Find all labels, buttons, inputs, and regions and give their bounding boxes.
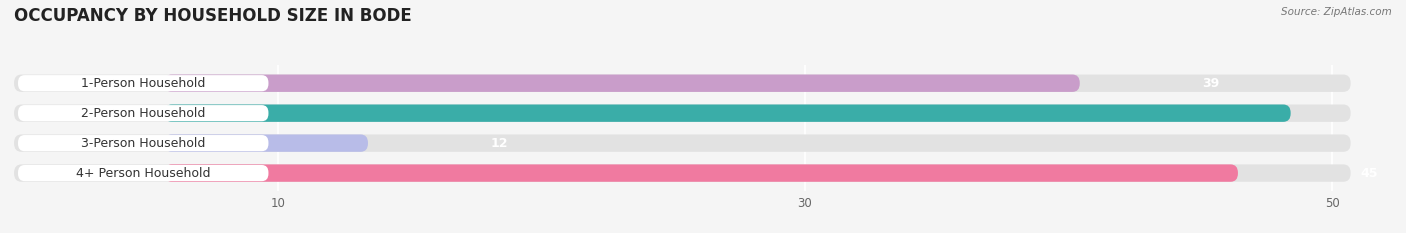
Text: 12: 12 — [491, 137, 508, 150]
FancyBboxPatch shape — [165, 134, 368, 152]
FancyBboxPatch shape — [18, 105, 269, 121]
FancyBboxPatch shape — [18, 135, 269, 151]
Text: 39: 39 — [1202, 77, 1219, 90]
Text: Source: ZipAtlas.com: Source: ZipAtlas.com — [1281, 7, 1392, 17]
Text: 4+ Person Household: 4+ Person Household — [76, 167, 211, 180]
FancyBboxPatch shape — [18, 75, 269, 91]
FancyBboxPatch shape — [18, 165, 269, 181]
Text: 1-Person Household: 1-Person Household — [82, 77, 205, 90]
Text: OCCUPANCY BY HOUSEHOLD SIZE IN BODE: OCCUPANCY BY HOUSEHOLD SIZE IN BODE — [14, 7, 412, 25]
Text: 45: 45 — [1360, 167, 1378, 180]
FancyBboxPatch shape — [14, 164, 1351, 182]
FancyBboxPatch shape — [14, 134, 1351, 152]
FancyBboxPatch shape — [165, 75, 1080, 92]
Text: 3-Person Household: 3-Person Household — [82, 137, 205, 150]
FancyBboxPatch shape — [165, 104, 1291, 122]
FancyBboxPatch shape — [14, 104, 1351, 122]
FancyBboxPatch shape — [165, 164, 1237, 182]
FancyBboxPatch shape — [14, 75, 1351, 92]
Text: 2-Person Household: 2-Person Household — [82, 107, 205, 120]
